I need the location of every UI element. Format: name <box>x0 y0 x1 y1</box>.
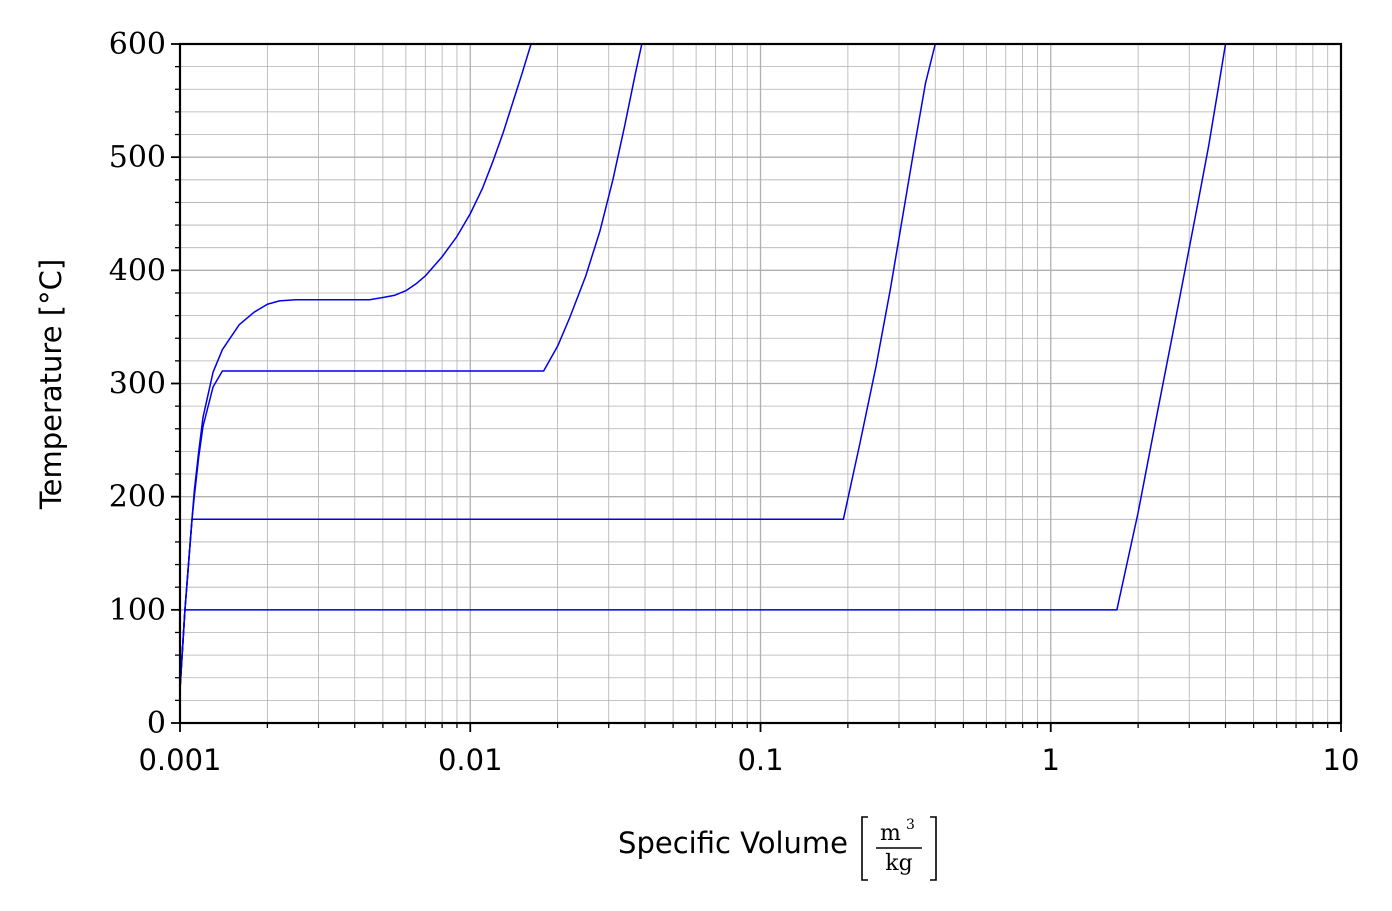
x-axis-label: Specific Volume m 3 kg <box>618 816 937 881</box>
x-tick-label: 0.01 <box>438 743 503 777</box>
unit-exponent: 3 <box>906 817 915 833</box>
axis-ticks <box>171 43 1342 732</box>
series-line-3 <box>179 43 936 690</box>
y-tick-label: 200 <box>109 480 166 515</box>
y-axis-label: Temperature [°C] <box>34 259 68 510</box>
y-tick-label: 300 <box>109 367 166 402</box>
series-line-1 <box>179 43 532 690</box>
y-tick-labels: 0 100 200 300 400 500 600 <box>109 27 166 741</box>
y-tick-label: 0 <box>147 706 166 741</box>
series-lines <box>179 43 1227 690</box>
grid-major <box>179 43 1342 724</box>
x-axis-unit: m 3 kg <box>861 816 937 881</box>
unit-denominator: kg <box>885 851 912 876</box>
series-line-2 <box>179 43 643 690</box>
y-tick-label: 400 <box>109 253 166 288</box>
x-tick-label: 0.1 <box>737 743 783 777</box>
x-tick-labels: 0.001 0.01 0.1 1 10 <box>138 743 1359 777</box>
y-tick-label: 600 <box>109 27 166 62</box>
x-axis-label-text: Specific Volume <box>618 826 848 860</box>
unit-right-bracket <box>930 816 937 881</box>
x-tick-label: 1 <box>1042 743 1060 777</box>
y-tick-label: 100 <box>109 593 166 628</box>
y-tick-label: 500 <box>109 140 166 175</box>
x-tick-label: 10 <box>1323 743 1360 777</box>
series-line-4 <box>179 43 1227 690</box>
unit-left-bracket <box>861 816 868 881</box>
x-tick-label: 0.001 <box>138 743 221 777</box>
unit-numerator: m <box>880 821 901 846</box>
